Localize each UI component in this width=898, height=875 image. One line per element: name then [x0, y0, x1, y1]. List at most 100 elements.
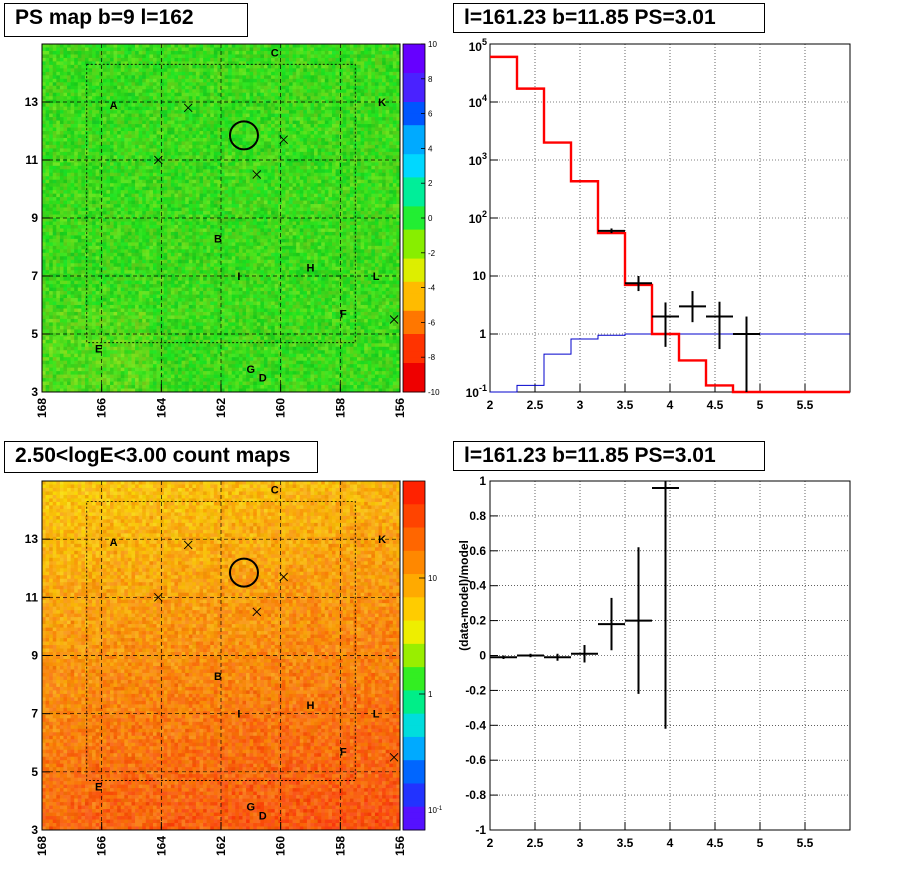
ps-map-cell	[142, 110, 147, 114]
ps-map-cell	[195, 155, 200, 160]
ps-map-cell	[67, 96, 71, 101]
ps-map-cell	[142, 364, 147, 368]
ps-map-cell	[95, 179, 100, 184]
ps-map-cell	[135, 242, 140, 247]
ps-map-cell	[117, 179, 122, 184]
ps-map-cell	[160, 343, 165, 348]
ps-map-cell	[145, 117, 150, 121]
ps-map-cell	[59, 298, 64, 302]
ps-map-cell	[174, 308, 179, 313]
ps-map-cell	[203, 252, 208, 257]
ps-map-cell	[59, 47, 64, 52]
ps-map-cell	[117, 364, 122, 368]
ps-map-cell	[210, 371, 215, 375]
ps-map-cell	[145, 82, 150, 87]
ps-map-cell	[210, 137, 215, 142]
ps-map-cell	[192, 57, 197, 62]
ps-map-cell	[95, 68, 100, 73]
ps-map-cell	[52, 301, 57, 306]
ps-map-cell	[120, 106, 125, 111]
ps-map-cell	[149, 322, 154, 327]
ps-map-cell	[127, 176, 132, 181]
ps-map-cell	[42, 78, 46, 83]
ps-map-cell	[152, 89, 157, 94]
ps-map-cell	[145, 385, 150, 389]
ps-map-cell	[195, 64, 200, 69]
ps-map-cell	[195, 176, 200, 181]
ps-map-cell	[163, 197, 168, 201]
ps-map-cell	[124, 207, 129, 212]
ps-map-cell	[67, 311, 71, 316]
ps-map-cell	[59, 211, 64, 215]
ps-map-cell	[63, 120, 68, 125]
ps-map-cell	[185, 165, 190, 170]
ps-map-cell	[195, 343, 200, 348]
ps-map-cell	[156, 197, 161, 201]
ps-map-cell	[142, 57, 147, 62]
ps-map-cell	[163, 280, 168, 285]
ps-map-cell	[192, 155, 197, 160]
ps-map-cell	[195, 54, 200, 59]
ps-map-cell	[163, 61, 168, 66]
ps-map-cell	[113, 231, 118, 236]
ps-map-cell	[99, 124, 104, 128]
ps-map-cell	[142, 82, 147, 87]
ps-map-cell	[77, 165, 82, 170]
ps-map-cell	[113, 99, 118, 104]
ps-map-cell	[77, 221, 82, 226]
ps-map-cell	[206, 211, 211, 215]
ps-map-cell	[120, 277, 125, 281]
ps-map-cell	[49, 197, 54, 201]
ps-map-cell	[49, 172, 54, 177]
ps-map-cell	[106, 78, 111, 83]
ps-map-cell	[42, 193, 46, 198]
ps-map-cell	[99, 207, 104, 212]
ps-map-cell	[160, 266, 165, 271]
ps-map-cell	[210, 238, 215, 243]
ps-map-cell	[145, 325, 150, 330]
ps-map-cell	[127, 221, 132, 226]
ps-map-cell	[45, 127, 50, 132]
ps-map-cell	[213, 294, 218, 299]
ps-map-cell	[217, 144, 222, 149]
ps-map-cell	[88, 44, 93, 48]
ps-map-cell	[74, 388, 79, 393]
ps-map-cell	[120, 103, 125, 107]
ps-map-cell	[52, 252, 57, 257]
ps-map-cell	[84, 228, 89, 233]
ps-map-cell	[145, 99, 150, 104]
ps-map-cell	[174, 71, 179, 76]
ps-map-cell	[163, 259, 168, 264]
ps-map-cell	[127, 259, 132, 264]
ps-map-cell	[142, 231, 147, 236]
ps-map-cell	[59, 214, 64, 219]
ps-map-cell	[167, 113, 172, 118]
ps-map-cell	[102, 158, 107, 163]
ps-map-cell	[160, 273, 165, 278]
ps-map-cell	[59, 197, 64, 201]
ps-map-cell	[167, 131, 172, 135]
ps-map-cell	[106, 141, 111, 146]
ps-map-cell	[217, 242, 222, 247]
ps-map-cell	[59, 200, 64, 205]
ps-map-cell	[142, 235, 147, 240]
ps-map-cell	[88, 336, 93, 341]
ps-map-cell	[203, 211, 208, 215]
ps-map-cell	[102, 155, 107, 160]
ps-map-cell	[63, 117, 68, 121]
ps-map-cell	[56, 235, 61, 240]
ps-map-cell	[70, 315, 75, 320]
ps-map-cell	[77, 242, 82, 247]
ps-map-cell	[178, 308, 182, 313]
ps-map-cell	[95, 249, 100, 254]
ps-map-cell	[88, 207, 93, 212]
ps-map-cell	[152, 385, 157, 389]
ps-map-cell	[95, 148, 100, 153]
ps-map-cell	[131, 179, 136, 184]
ps-map-cell	[92, 277, 97, 281]
ps-map-cell	[178, 110, 182, 114]
ps-map-cell	[88, 249, 93, 254]
ps-map-cell	[163, 353, 168, 358]
ps-map-cell	[113, 221, 118, 226]
ps-map-cell	[170, 110, 175, 114]
